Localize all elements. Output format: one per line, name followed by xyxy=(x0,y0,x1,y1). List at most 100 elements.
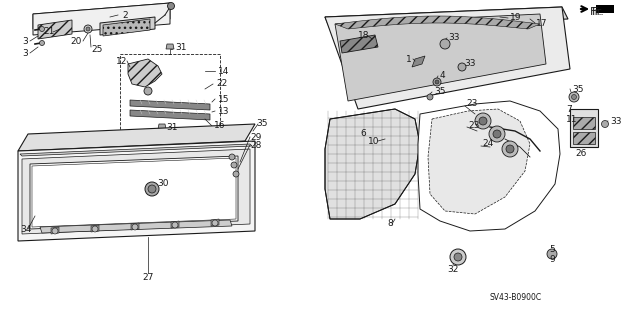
Polygon shape xyxy=(130,100,210,110)
Bar xyxy=(120,54,220,144)
Circle shape xyxy=(493,130,501,138)
Circle shape xyxy=(450,249,466,265)
Text: 15: 15 xyxy=(218,94,230,103)
Polygon shape xyxy=(91,225,99,232)
Text: 24: 24 xyxy=(482,139,493,149)
Circle shape xyxy=(92,226,98,232)
Circle shape xyxy=(144,87,152,95)
Circle shape xyxy=(475,113,491,129)
Polygon shape xyxy=(428,109,530,214)
Polygon shape xyxy=(51,227,59,234)
Polygon shape xyxy=(412,56,425,67)
Text: 23: 23 xyxy=(466,100,477,108)
Text: 11: 11 xyxy=(566,115,577,123)
Polygon shape xyxy=(171,221,179,228)
Text: 33: 33 xyxy=(464,60,476,69)
Circle shape xyxy=(602,121,609,128)
Text: 31: 31 xyxy=(166,123,177,132)
Circle shape xyxy=(489,126,505,142)
Circle shape xyxy=(168,3,175,10)
Text: 3: 3 xyxy=(22,48,28,57)
Text: 10: 10 xyxy=(368,137,380,145)
Text: 27: 27 xyxy=(142,272,154,281)
Text: 18: 18 xyxy=(358,31,369,40)
Text: 6: 6 xyxy=(360,129,365,137)
Circle shape xyxy=(569,92,579,102)
Text: Fr.: Fr. xyxy=(592,7,605,17)
Polygon shape xyxy=(131,223,139,230)
Circle shape xyxy=(572,94,577,100)
Circle shape xyxy=(52,228,58,234)
Text: 35: 35 xyxy=(572,85,584,93)
Text: 13: 13 xyxy=(218,107,230,115)
Text: 12: 12 xyxy=(116,56,127,65)
Text: 33: 33 xyxy=(448,33,460,42)
Circle shape xyxy=(435,80,439,84)
Text: 21: 21 xyxy=(43,27,54,36)
Text: SV43-B0900C: SV43-B0900C xyxy=(490,293,542,301)
Circle shape xyxy=(433,78,441,86)
Text: 30: 30 xyxy=(157,180,168,189)
Polygon shape xyxy=(335,16,540,29)
Circle shape xyxy=(148,185,156,193)
Text: 20: 20 xyxy=(70,36,81,46)
Circle shape xyxy=(547,249,557,259)
Circle shape xyxy=(40,41,45,46)
Text: 35: 35 xyxy=(256,120,268,129)
Circle shape xyxy=(231,162,237,168)
Polygon shape xyxy=(340,35,378,53)
Text: 4: 4 xyxy=(440,71,445,80)
Text: 28: 28 xyxy=(250,140,261,150)
Text: 25: 25 xyxy=(91,46,102,55)
Bar xyxy=(573,132,595,144)
Text: 2: 2 xyxy=(122,11,127,19)
Polygon shape xyxy=(158,124,166,129)
Polygon shape xyxy=(20,144,252,156)
Text: 33: 33 xyxy=(610,116,621,125)
Circle shape xyxy=(502,141,518,157)
Polygon shape xyxy=(18,124,255,151)
Polygon shape xyxy=(103,19,150,36)
Text: 14: 14 xyxy=(218,66,229,76)
Text: 9: 9 xyxy=(549,255,555,263)
Circle shape xyxy=(145,182,159,196)
Circle shape xyxy=(233,171,239,177)
Polygon shape xyxy=(335,14,546,101)
Text: 3: 3 xyxy=(22,36,28,46)
Polygon shape xyxy=(33,3,170,29)
Text: 19: 19 xyxy=(510,13,522,23)
Text: 31: 31 xyxy=(175,43,186,53)
Text: 5: 5 xyxy=(549,244,555,254)
Text: 34: 34 xyxy=(20,225,31,234)
Polygon shape xyxy=(18,141,255,241)
Text: 29: 29 xyxy=(250,132,261,142)
Circle shape xyxy=(132,224,138,230)
Text: 32: 32 xyxy=(447,264,459,273)
Polygon shape xyxy=(166,44,174,49)
Polygon shape xyxy=(130,110,210,120)
Text: Fr.: Fr. xyxy=(590,7,603,17)
Circle shape xyxy=(86,27,90,31)
Text: 16: 16 xyxy=(214,122,225,130)
Polygon shape xyxy=(325,109,420,219)
Circle shape xyxy=(506,145,514,153)
Polygon shape xyxy=(22,149,250,234)
Polygon shape xyxy=(38,20,72,39)
Circle shape xyxy=(440,39,450,49)
Text: 8: 8 xyxy=(387,219,393,228)
Text: 22: 22 xyxy=(216,79,227,88)
Bar xyxy=(573,117,595,129)
Circle shape xyxy=(229,154,235,160)
Circle shape xyxy=(84,25,92,33)
Polygon shape xyxy=(100,17,155,35)
Polygon shape xyxy=(33,3,170,35)
Polygon shape xyxy=(596,5,614,13)
Polygon shape xyxy=(40,220,232,233)
Polygon shape xyxy=(128,59,162,87)
Circle shape xyxy=(458,63,466,71)
Polygon shape xyxy=(32,158,236,227)
Polygon shape xyxy=(418,101,560,231)
Polygon shape xyxy=(325,7,568,29)
Text: 1: 1 xyxy=(406,55,412,63)
Circle shape xyxy=(40,26,45,32)
